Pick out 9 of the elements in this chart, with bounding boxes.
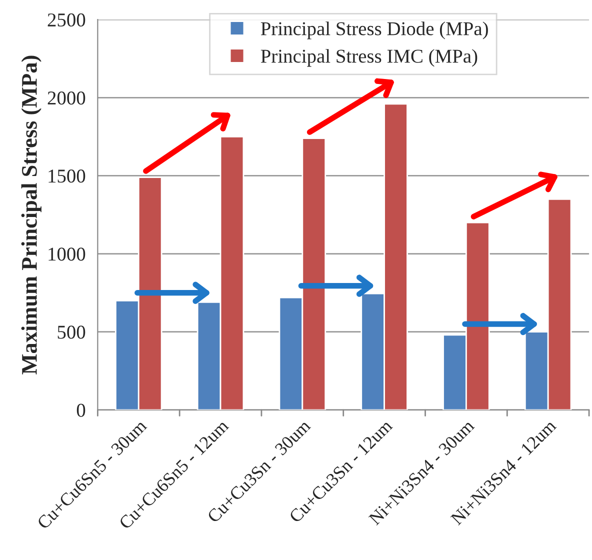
y-tick-label: 2000 xyxy=(48,91,86,105)
y-axis-title: Maximum Principal Stress (MPa) xyxy=(21,56,42,374)
legend-label: Principal Stress Diode (MPa) xyxy=(260,22,488,40)
y-tick-label: 2500 xyxy=(48,13,86,27)
y-tick-label: 1000 xyxy=(48,248,86,261)
y-tick-label: 0 xyxy=(76,404,86,417)
y-tick-label: 1500 xyxy=(48,170,86,183)
legend-label: Principal Stress IMC (MPa) xyxy=(260,49,478,67)
y-tick-label: 500 xyxy=(58,326,86,339)
